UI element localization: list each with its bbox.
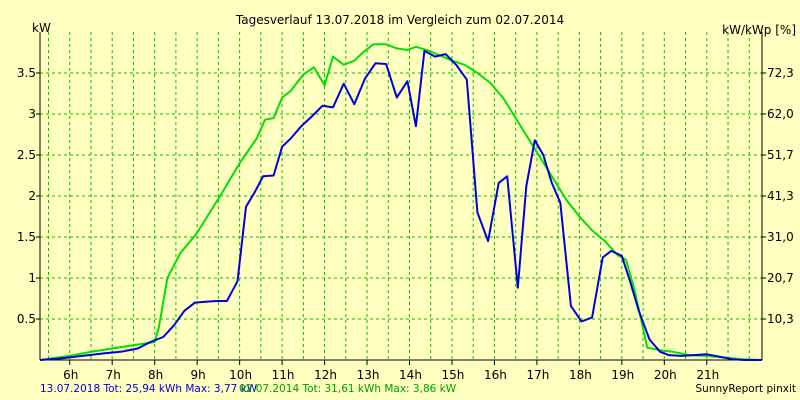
y-tick-label-left: 2 bbox=[28, 189, 36, 203]
y-tick-label-left: 3 bbox=[28, 107, 36, 121]
legend-series-2018: 13.07.2018 Tot: 25,94 kWh Max: 3,77 kW bbox=[40, 383, 258, 395]
y-tick-label-left: 2.5 bbox=[17, 148, 36, 162]
y-tick-label-right: 20,7 bbox=[767, 271, 794, 285]
x-tick-label: 21h bbox=[696, 368, 719, 382]
axes bbox=[36, 32, 766, 365]
x-tick-label: 8h bbox=[148, 368, 163, 382]
x-tick-label: 6h bbox=[63, 368, 78, 382]
y-tick-label-right: 10,3 bbox=[767, 312, 794, 326]
y-tick-label-left: 1 bbox=[28, 271, 36, 285]
x-tick-label: 14h bbox=[399, 368, 422, 382]
x-tick-label: 11h bbox=[272, 368, 295, 382]
x-tick-label: 7h bbox=[106, 368, 121, 382]
x-tick-label: 9h bbox=[191, 368, 206, 382]
y-tick-label-left: 0.5 bbox=[17, 312, 36, 326]
series-lines bbox=[39, 43, 763, 361]
x-tick-label: 20h bbox=[654, 368, 677, 382]
y-tick-label-right: 62,0 bbox=[767, 107, 794, 121]
y-tick-label-left: 1.5 bbox=[17, 230, 36, 244]
y-axis-left-label: kW bbox=[32, 21, 51, 35]
x-tick-label: 10h bbox=[229, 368, 252, 382]
y-tick-label-right: 51,7 bbox=[767, 148, 794, 162]
series-line-2014 bbox=[39, 43, 763, 361]
series-line-2018 bbox=[39, 49, 762, 361]
x-tick-label: 16h bbox=[484, 368, 507, 382]
grid bbox=[40, 32, 762, 360]
x-tick-label: 12h bbox=[314, 368, 337, 382]
x-tick-label: 15h bbox=[442, 368, 465, 382]
chart-title: Tagesverlauf 13.07.2018 im Vergleich zum… bbox=[235, 13, 564, 27]
x-tick-label: 19h bbox=[611, 368, 634, 382]
y-tick-label-right: 72,3 bbox=[767, 66, 794, 80]
x-tick-label: 18h bbox=[569, 368, 592, 382]
y-tick-label-right: 31,0 bbox=[767, 230, 794, 244]
x-tick-label: 17h bbox=[526, 368, 549, 382]
y-tick-label-left: 3.5 bbox=[17, 66, 36, 80]
y-axis-right-label: kW/kWp [%] bbox=[722, 23, 796, 37]
credit-text: SunnyReport pinxit bbox=[696, 383, 796, 395]
x-tick-label: 13h bbox=[357, 368, 380, 382]
y-tick-label-right: 41,3 bbox=[767, 189, 794, 203]
tick-labels: 6h 7h 8h 9h 10h 11h 12h 13h 14h 15h 16h 17h 18h 19h 20… bbox=[17, 66, 794, 382]
legend-series-2014: 02.07.2014 Tot: 31,61 kWh Max: 3,86 kW bbox=[239, 383, 457, 395]
